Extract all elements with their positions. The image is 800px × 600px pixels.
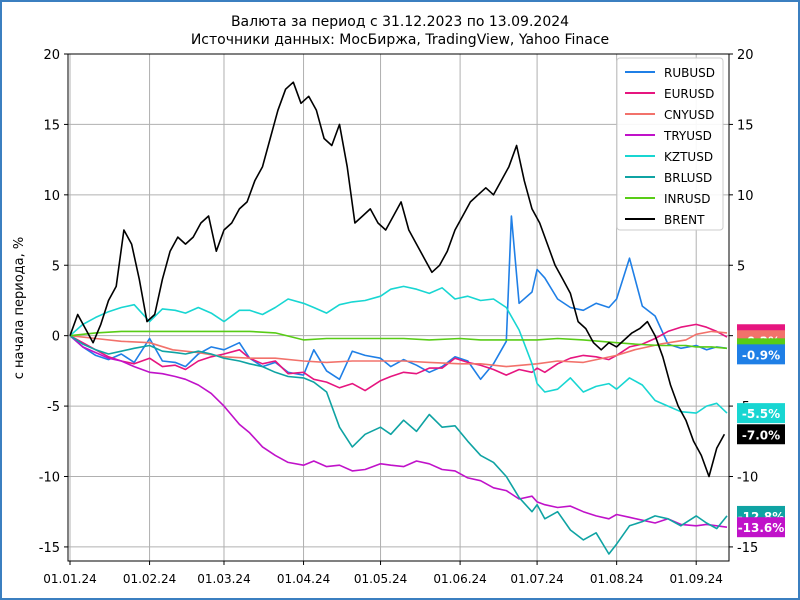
legend: RUBUSD EURUSD CNYUSD TRYUSD KZTUSD BRLUSD INRU…: [616, 57, 724, 231]
series-line-eurusd: [69, 323, 728, 392]
end-value-labels: 0.1%-0.2%-0.9%-0.9%-5.5%-7.0%-12.8%-13.6…: [737, 324, 785, 538]
end-label-text: -7.0%: [742, 428, 780, 442]
y-tick-label-left: 5: [52, 259, 60, 274]
y-tick-label-left: -5: [47, 400, 60, 415]
x-tick-label: 01.08.24: [590, 572, 643, 586]
y-tick-label-left: 0: [52, 330, 60, 345]
end-label-text: -13.6%: [738, 521, 785, 535]
y-tick-label-left: -15: [39, 541, 60, 556]
legend-label-cnyusd: CNYUSD: [664, 108, 714, 122]
y-tick-label-left: 15: [43, 118, 60, 133]
end-label-text: -5.5%: [742, 407, 780, 421]
series-lines: [69, 81, 728, 555]
y-tick-label-right: 5: [737, 259, 745, 274]
series-line-kztusd: [69, 285, 728, 414]
end-label-box: [737, 344, 785, 365]
x-tick-label: 01.06.24: [433, 572, 486, 586]
end-label-box: [737, 424, 785, 445]
end-label-box: [737, 517, 785, 538]
plot-area-border: [67, 53, 730, 562]
legend-label-inrusd: INRUSD: [664, 192, 711, 206]
y-axis-label: с начала периода, %: [12, 237, 27, 380]
x-tick-label: 01.07.24: [510, 572, 563, 586]
series-line-brlusd: [69, 335, 728, 555]
legend-label-rubusd: RUBUSD: [664, 66, 715, 80]
y-tick-label-left: 10: [43, 189, 60, 204]
y-tick-label-right: -10: [737, 471, 758, 486]
y-tick-label-right: 20: [737, 48, 754, 63]
legend-label-tryusd: TRYUSD: [663, 129, 712, 143]
x-tick-label: 01.04.24: [277, 572, 330, 586]
legend-box: [616, 57, 724, 231]
chart-title-line1: Валюта за период с 31.12.2023 по 13.09.2…: [231, 14, 569, 30]
series-line-brent: [69, 81, 726, 478]
x-tick-label: 01.03.24: [197, 572, 250, 586]
x-tick-label: 01.09.24: [669, 572, 722, 586]
y-tick-label-left: -10: [39, 471, 60, 486]
series-line-rubusd: [69, 215, 728, 381]
series-line-tryusd: [69, 335, 728, 528]
x-tick-label: 01.02.24: [123, 572, 176, 586]
legend-label-brent: BRENT: [664, 213, 705, 227]
x-tick-label: 01.01.24: [43, 572, 96, 586]
end-label-box: [737, 403, 785, 424]
end-label-text: -0.9%: [742, 348, 780, 362]
y-tick-label-left: 20: [43, 48, 60, 63]
series-line-cnyusd: [69, 330, 728, 368]
legend-label-eurusd: EURUSD: [664, 87, 714, 101]
y-tick-label-right: 10: [737, 189, 754, 204]
chart-title-line2: Источники данных: МосБиржа, TradingView,…: [191, 32, 609, 48]
y-tick-label-right: 15: [737, 118, 754, 133]
x-tick-label: 01.05.24: [354, 572, 407, 586]
series-line-inrusd: [69, 330, 728, 350]
legend-label-brlusd: BRLUSD: [664, 171, 712, 185]
axis-ticks: -15-15-10-10-5-5005510101515202001.01.24…: [39, 48, 758, 586]
legend-label-kztusd: KZTUSD: [664, 150, 713, 164]
y-tick-label-right: -15: [737, 541, 758, 556]
